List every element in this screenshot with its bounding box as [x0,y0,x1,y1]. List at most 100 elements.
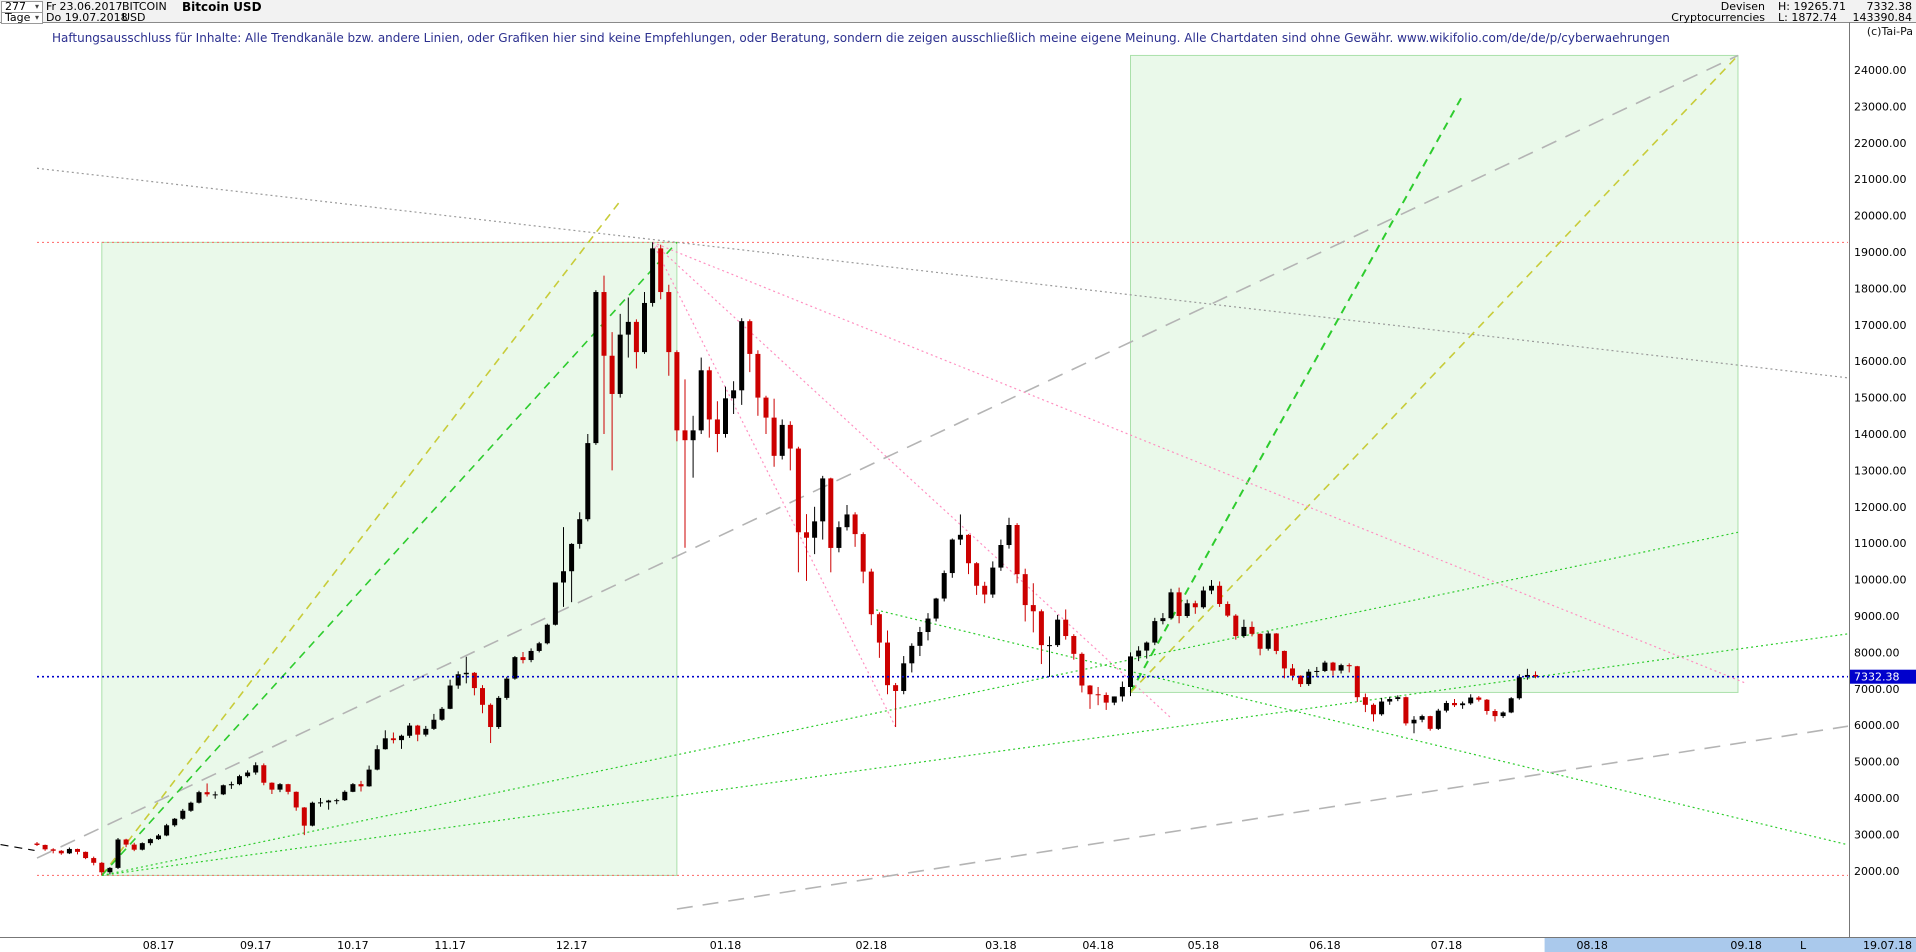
candle [739,318,745,405]
candle [1508,697,1514,714]
candle [237,774,242,786]
candle [1249,621,1255,637]
candle [66,847,72,855]
pre-data-stub [0,844,35,852]
candle [34,842,40,847]
candle [220,784,226,796]
green-support-rising-2 [101,633,1848,877]
y-axis-label: 12000.00 [1854,501,1907,514]
y-axis-label: 24000.00 [1854,64,1907,77]
candle [131,842,137,852]
y-axis-label: 13000.00 [1854,464,1907,477]
secondary-value: 143390.84 [1852,11,1913,24]
month-label: 11.17 [434,939,466,952]
candle [1257,633,1263,656]
candle [1079,652,1085,693]
candle [747,319,753,373]
pink-fan-steep [652,242,897,728]
chart-title: Bitcoin USD [182,0,262,14]
candle [577,512,583,549]
candle [1038,609,1044,665]
candle [723,386,728,438]
copyright-text: (c)Tai-Pa [1867,25,1913,38]
candle [139,842,145,851]
price-chart-canvas[interactable]: 24000.00 23000.00 22000.00 21000.00 20000.00… [0,22,1916,952]
candle [658,244,664,300]
candle [261,763,267,786]
candle [504,676,510,700]
future-zone [1544,938,1916,952]
candle [439,707,445,721]
timeframe-dropdown[interactable]: Tage ▾ [1,12,43,24]
candle [172,818,178,827]
candle [536,641,542,653]
candle [512,656,518,680]
candle [1209,579,1214,595]
candle [949,538,955,578]
candle [528,648,534,663]
timeframe-value: Tage [5,11,31,24]
candle [1233,614,1239,640]
candle [698,357,704,434]
candle [1095,686,1101,706]
candle [552,582,558,626]
candle [650,242,656,307]
candle [868,568,874,626]
pink-fan-mid [652,241,1172,719]
candle [350,783,356,793]
green-trend-2018-steep [1129,94,1464,693]
candle [1516,674,1522,700]
y-axis-label: 20000.00 [1854,210,1907,223]
y-axis-label: 19000.00 [1854,246,1907,259]
candle [358,780,364,792]
candle [42,844,48,851]
y-axis-label: 2000.00 [1854,865,1900,878]
candle [455,671,461,689]
candle [625,297,631,358]
chevron-down-icon: ▾ [34,2,39,11]
candle [1192,600,1198,614]
candle [1322,660,1328,673]
candle [1435,708,1441,730]
candle [1152,617,1158,646]
candle [382,730,388,750]
candle [844,504,850,531]
candle [1055,614,1061,647]
y-axis-label: 5000.00 [1854,756,1900,769]
y-axis-label: 8000.00 [1854,646,1900,659]
candle [91,856,97,866]
candle [1314,666,1320,678]
candle [407,723,413,738]
candle [893,682,899,728]
candle [342,790,348,801]
candle [75,848,80,855]
candle [188,801,194,812]
candle [731,381,737,414]
candle [941,570,947,602]
y-axis-label: 14000.00 [1854,428,1907,441]
candle [1395,695,1401,702]
candle [366,765,372,787]
candle [1273,633,1279,655]
y-axis-label: 10000.00 [1854,574,1907,587]
month-label: 09.17 [240,939,272,952]
month-label: 06.18 [1309,939,1341,952]
candle [1379,697,1385,716]
candle [1014,523,1020,584]
plot-area [0,54,1848,910]
candle [998,539,1004,571]
candle [990,561,996,598]
last-price-tag-value: 7332.38 [1854,671,1900,684]
month-label: 01.18 [710,939,742,952]
candle [1006,517,1012,549]
green-trend-2017 [101,241,678,876]
month-label: 08.17 [143,939,175,952]
candle [228,781,234,789]
candle [1330,661,1336,676]
candle [334,798,340,805]
y-axis-label: 16000.00 [1854,355,1907,368]
candle [561,527,566,607]
candle [1387,696,1393,705]
y-axis-label: 3000.00 [1854,828,1900,841]
candle [326,799,332,810]
